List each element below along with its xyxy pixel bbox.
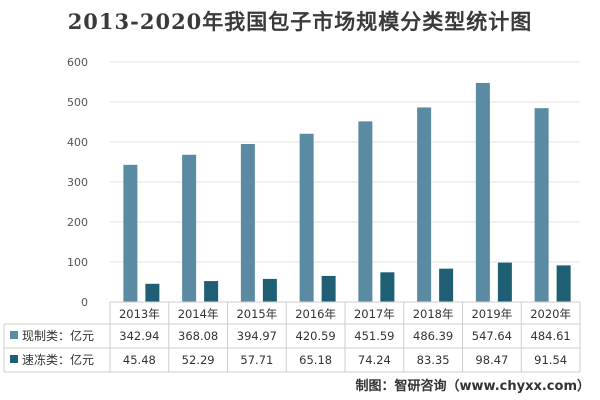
data-label: 368.08	[178, 329, 218, 343]
y-tick-label: 0	[81, 296, 88, 309]
data-label: 65.18	[299, 353, 332, 367]
bar-fresh-5	[417, 107, 432, 302]
y-tick-label: 500	[67, 96, 88, 109]
x-tick-label: 2015年	[236, 307, 277, 321]
x-tick-label: 2020年	[530, 307, 571, 321]
bar-fresh-0	[123, 164, 138, 302]
y-tick-label: 100	[67, 256, 88, 269]
y-tick-label: 300	[67, 176, 88, 189]
bar-frozen-7	[556, 265, 571, 302]
chart-title: 2013-2020年我国包子市场规模分类型统计图	[67, 9, 533, 34]
data-label: 98.47	[475, 353, 508, 367]
data-label: 45.48	[123, 353, 156, 367]
x-tick-label: 2013年	[119, 307, 160, 321]
data-label: 484.61	[531, 329, 571, 343]
data-label: 83.35	[417, 353, 450, 367]
bar-fresh-7	[534, 108, 549, 302]
legend-label: 速冻类：亿元	[22, 352, 94, 367]
bar-frozen-2	[262, 278, 277, 302]
legend-swatch-1	[10, 355, 18, 363]
bar-frozen-1	[204, 281, 219, 302]
bar-frozen-3	[321, 275, 336, 302]
y-tick-label: 200	[67, 216, 88, 229]
bar-fresh-2	[240, 144, 255, 302]
legend-swatch-0	[10, 331, 18, 339]
x-tick-label: 2016年	[295, 307, 336, 321]
x-tick-label: 2018年	[413, 307, 454, 321]
bar-fresh-6	[475, 82, 490, 302]
bar-frozen-4	[380, 272, 395, 302]
bar-fresh-4	[358, 121, 373, 302]
source-note: 制图：智研咨询（www.chyxx.com）	[355, 379, 590, 394]
y-tick-label: 400	[67, 136, 88, 149]
data-label: 394.97	[237, 329, 277, 343]
y-tick-label: 600	[67, 56, 88, 69]
bar-frozen-6	[497, 262, 512, 302]
data-label: 52.29	[182, 353, 215, 367]
data-label: 342.94	[119, 329, 159, 343]
bar-fresh-1	[182, 154, 197, 302]
x-tick-label: 2014年	[178, 307, 219, 321]
data-label: 57.71	[240, 353, 273, 367]
bar-frozen-0	[145, 283, 160, 302]
data-label: 420.59	[296, 329, 336, 343]
legend-label: 现制类：亿元	[22, 328, 94, 343]
x-tick-label: 2019年	[471, 307, 512, 321]
data-label: 451.59	[354, 329, 394, 343]
data-label: 547.64	[472, 329, 512, 343]
data-label: 91.54	[534, 353, 567, 367]
data-label: 74.24	[358, 353, 391, 367]
bar-frozen-5	[439, 268, 454, 302]
data-label: 486.39	[413, 329, 453, 343]
bar-fresh-3	[299, 133, 314, 302]
x-tick-label: 2017年	[354, 307, 395, 321]
